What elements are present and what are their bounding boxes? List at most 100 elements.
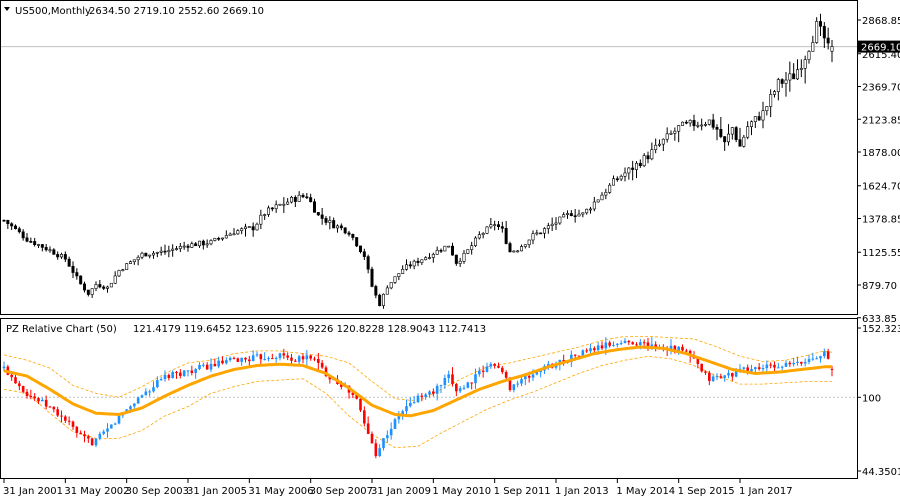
indicator-candle-body xyxy=(25,391,29,396)
main-candle-body xyxy=(148,254,152,257)
indicator-candle-body xyxy=(796,361,799,363)
main-candle-body xyxy=(335,225,339,229)
x-tick-label: 1 Jan 2013 xyxy=(555,486,609,497)
indicator-candle-body xyxy=(731,373,734,377)
main-candle-body xyxy=(749,121,753,127)
main-candle-body xyxy=(780,79,784,84)
main-candle-body xyxy=(799,68,803,70)
main-candle-body xyxy=(776,79,780,92)
x-tick-label: 1 Jan 2017 xyxy=(739,486,793,497)
main-candle-body xyxy=(439,249,443,252)
main-candle-body xyxy=(232,233,236,236)
indicator-candle-body xyxy=(163,374,167,380)
indicator-candle-body xyxy=(324,367,328,377)
indicator-candle-body xyxy=(117,415,121,424)
main-candle-body xyxy=(144,252,148,257)
indicator-candle-body xyxy=(501,367,504,373)
indicator-candle-body xyxy=(297,356,301,362)
main-candle-body xyxy=(795,69,799,80)
indicator-candle-body xyxy=(754,367,757,370)
indicator-candle-body xyxy=(727,373,730,376)
x-tick-label: 1 Sep 2015 xyxy=(678,486,735,497)
main-candle-body xyxy=(742,136,746,147)
ohlc-values: 2634.50 2719.10 2552.60 2669.10 xyxy=(89,6,264,17)
main-candle-body xyxy=(726,133,730,143)
moving-average-line xyxy=(3,345,832,418)
indicator-candle-body xyxy=(639,342,642,346)
main-candle-body xyxy=(171,248,175,251)
indicator-candle-body xyxy=(351,392,355,395)
indicator-candle-body xyxy=(271,358,274,360)
main-y-tick-label: 1125.55 xyxy=(862,248,900,259)
main-candle-body xyxy=(40,244,44,248)
main-candle-body xyxy=(163,250,167,253)
main-candle-body xyxy=(703,124,707,126)
indicator-candle-body xyxy=(397,416,401,420)
main-candle-body xyxy=(504,228,508,244)
main-candle-body xyxy=(324,218,328,223)
main-candle-body xyxy=(554,222,558,225)
indicator-candle-body xyxy=(761,368,765,370)
indicator-candle-body xyxy=(2,366,6,369)
indicator-candle-body xyxy=(612,344,615,346)
indicator-candle-body xyxy=(182,370,186,376)
indicator-candle-body xyxy=(37,398,40,402)
main-candle-body xyxy=(328,220,332,223)
main-y-tick-label: 2369.70 xyxy=(862,82,900,93)
main-panel-frame xyxy=(0,0,858,315)
indicator-candle-body xyxy=(830,368,834,370)
main-candle-body xyxy=(236,230,240,235)
indicator-candle-body xyxy=(527,376,531,378)
main-candle-body xyxy=(753,116,757,122)
main-candle-body xyxy=(381,293,385,306)
indicator-candle-body xyxy=(447,374,450,379)
main-candle-body xyxy=(707,119,711,125)
main-candle-body xyxy=(424,257,428,261)
main-candle-body xyxy=(48,249,52,252)
indicator-candle-body xyxy=(462,387,466,389)
indicator-candle-body xyxy=(424,394,427,397)
indicator-candle-body xyxy=(278,353,282,358)
indicator-values: 121.4179 119.6452 123.6905 115.9226 120.… xyxy=(133,324,486,335)
main-candle-body xyxy=(401,269,405,274)
main-candle-body xyxy=(761,110,765,121)
indicator-candle-body xyxy=(136,397,140,404)
main-candle-body xyxy=(266,207,270,215)
main-candle-body xyxy=(75,272,79,277)
indicator-candle-body xyxy=(719,376,723,378)
indicator-candle-body xyxy=(642,342,646,344)
indicator-candle-body xyxy=(531,374,535,378)
indicator-candle-body xyxy=(29,395,33,397)
dropdown-triangle-icon[interactable] xyxy=(4,7,10,11)
main-candle-body xyxy=(581,212,585,215)
indicator-candle-body xyxy=(286,355,289,358)
indicator-candle-body xyxy=(451,374,454,384)
main-candle-body xyxy=(447,245,451,248)
main-y-tick-label: 2615.40 xyxy=(862,50,900,61)
indicator-candle-body xyxy=(589,348,592,352)
indicator-candle-body xyxy=(213,363,217,367)
indicator-candle-body xyxy=(140,395,144,398)
indicator-candle-body xyxy=(87,436,90,439)
indicator-candle-body xyxy=(573,354,577,356)
indicator-candle-body xyxy=(110,424,113,429)
main-candle-body xyxy=(221,237,225,240)
main-candle-body xyxy=(527,239,531,246)
indicator-candle-body xyxy=(593,348,596,351)
main-candle-body xyxy=(125,263,129,270)
main-candle-body xyxy=(738,139,742,147)
main-candle-body xyxy=(470,245,474,250)
main-y-tick-label: 1878.00 xyxy=(862,148,900,159)
indicator-candle-body xyxy=(255,354,259,356)
indicator-candle-body xyxy=(807,359,811,362)
indicator-candle-body xyxy=(313,358,316,360)
main-candle-body xyxy=(67,258,71,267)
indicator-candle-body xyxy=(328,376,332,380)
main-candle-body xyxy=(519,246,523,252)
main-candle-body xyxy=(25,237,29,242)
indicator-candle-body xyxy=(221,360,224,364)
main-candle-body xyxy=(83,283,87,291)
main-y-tick-label: 2868.85 xyxy=(862,16,900,27)
